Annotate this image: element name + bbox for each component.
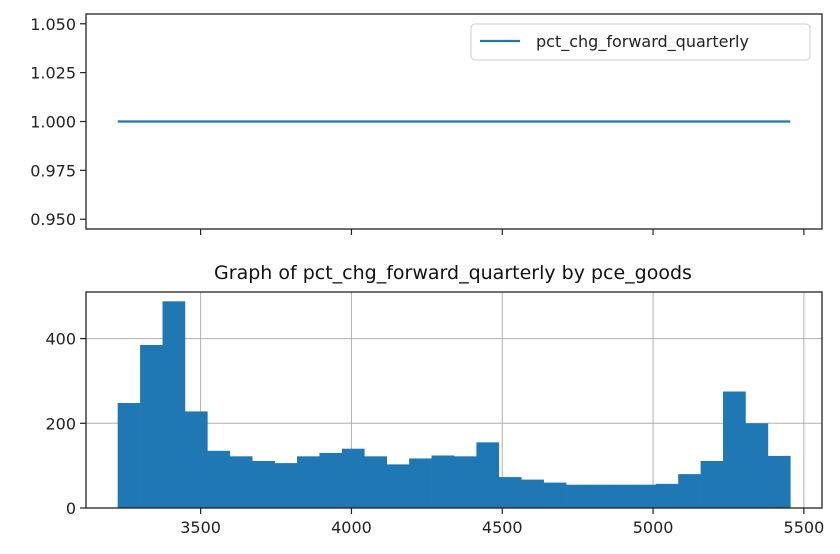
line-panel: 0.950 0.975 1.000 1.025 1.050 pct_chg_forwar…	[30, 13, 823, 235]
histogram-xtick-label: 5000	[633, 518, 674, 537]
histogram-bar	[655, 483, 679, 508]
histogram-bar	[610, 484, 634, 508]
histogram-ytick-label: 0	[66, 499, 76, 518]
histogram-bar	[409, 458, 432, 508]
line-ytick-label: 1.000	[30, 113, 76, 132]
histogram-bar	[297, 456, 320, 508]
histogram-bar	[207, 450, 231, 508]
line-ytick-label: 0.975	[30, 161, 76, 180]
line-panel-frame	[85, 13, 823, 230]
histogram-bar	[745, 423, 769, 508]
histogram-title: Graph of pct_chg_forward_quarterly by pc…	[214, 262, 692, 284]
histogram-bar	[229, 456, 253, 508]
histogram-bar	[700, 460, 724, 508]
histogram-ytick-label: 400	[45, 330, 76, 349]
histogram-bar	[453, 456, 477, 508]
legend-box	[470, 23, 811, 61]
histogram-panel: Graph of pct_chg_forward_quarterly by pc…	[45, 262, 824, 537]
histogram-bar	[162, 301, 186, 508]
histogram-bar	[521, 479, 544, 508]
histogram-bar	[364, 456, 388, 508]
histogram-bar	[117, 402, 141, 508]
histogram-bar	[543, 482, 567, 508]
histogram-xtick-label: 4500	[482, 518, 523, 537]
histogram-bar	[566, 484, 589, 508]
histogram-xtick-label: 3500	[180, 518, 221, 537]
histogram-bar	[184, 411, 208, 508]
legend: pct_chg_forward_quarterly	[470, 23, 811, 61]
line-ytick-label: 0.950	[30, 210, 76, 229]
histogram-xtick-label: 5500	[784, 518, 825, 537]
histogram-bar	[723, 391, 746, 508]
line-ytick-label: 1.025	[30, 64, 76, 83]
histogram-ytick-label: 200	[45, 414, 76, 433]
legend-label: pct_chg_forward_quarterly	[536, 32, 749, 52]
histogram-bar	[319, 452, 343, 508]
histogram-bar	[476, 442, 500, 508]
histogram-bar	[252, 460, 275, 508]
histogram-bar	[588, 484, 612, 508]
histogram-xtick-label: 4000	[331, 518, 372, 537]
histogram-bar	[633, 484, 657, 508]
histogram-bar	[678, 474, 701, 508]
histogram-bar	[767, 455, 791, 508]
histogram-panel-frame	[85, 291, 823, 509]
histogram-bar	[341, 448, 365, 508]
histogram-bar	[498, 477, 522, 508]
histogram-bar	[431, 455, 455, 508]
histogram-bar	[386, 464, 410, 508]
line-ytick-label: 1.050	[30, 15, 76, 34]
histogram-bar	[274, 463, 298, 508]
histogram-bar	[140, 344, 163, 508]
